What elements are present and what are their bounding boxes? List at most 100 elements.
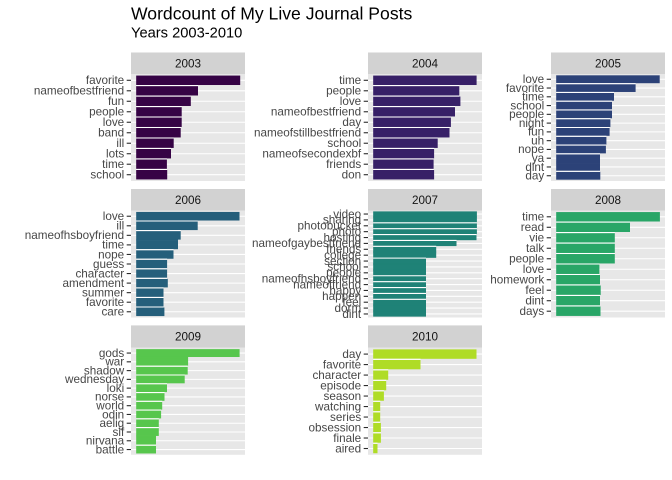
- svg-text:season: season: [323, 390, 361, 403]
- svg-text:2010: 2010: [412, 331, 439, 344]
- svg-text:character: character: [75, 267, 124, 280]
- svg-text:series: series: [330, 411, 361, 424]
- svg-text:college: college: [324, 249, 361, 262]
- svg-text:friends: friends: [326, 243, 361, 256]
- svg-text:nameofbestfriend: nameofbestfriend: [271, 106, 361, 119]
- svg-text:watching: watching: [314, 400, 361, 413]
- svg-text:ill: ill: [116, 137, 124, 150]
- svg-text:school: school: [327, 137, 361, 150]
- svg-text:feel: feel: [525, 284, 544, 297]
- svg-text:happen: happen: [322, 290, 361, 303]
- svg-text:people: people: [326, 85, 361, 98]
- svg-text:dint: dint: [525, 161, 545, 174]
- svg-text:love: love: [103, 210, 124, 223]
- svg-text:people: people: [509, 108, 544, 121]
- svg-text:don: don: [342, 169, 362, 182]
- svg-text:ya: ya: [532, 152, 545, 165]
- svg-text:ill: ill: [116, 220, 124, 233]
- svg-text:band: band: [98, 127, 124, 140]
- svg-text:section: section: [324, 255, 361, 268]
- svg-text:homework: homework: [490, 274, 544, 287]
- svg-text:favorite: favorite: [323, 358, 361, 371]
- svg-text:day: day: [525, 170, 544, 183]
- svg-text:2005: 2005: [595, 57, 622, 70]
- svg-text:time: time: [102, 158, 124, 171]
- svg-text:dint: dint: [525, 295, 545, 308]
- svg-text:time: time: [102, 239, 124, 252]
- svg-text:world: world: [95, 399, 124, 412]
- svg-text:nope: nope: [518, 143, 544, 156]
- svg-text:favorite: favorite: [86, 296, 124, 309]
- svg-text:love: love: [103, 116, 124, 129]
- svg-text:nope: nope: [98, 248, 124, 261]
- svg-text:photobucket: photobucket: [298, 220, 362, 233]
- svg-text:favorite: favorite: [506, 82, 544, 95]
- svg-text:nirvana: nirvana: [86, 435, 125, 448]
- svg-text:video: video: [333, 208, 361, 221]
- svg-text:time: time: [522, 211, 544, 224]
- svg-text:character: character: [312, 369, 361, 382]
- svg-text:happy: happy: [329, 284, 361, 297]
- svg-text:nameofbestfriend: nameofbestfriend: [34, 85, 124, 98]
- svg-text:school: school: [90, 169, 124, 182]
- svg-text:day: day: [342, 348, 361, 361]
- svg-text:finale: finale: [333, 432, 361, 445]
- svg-text:love: love: [523, 263, 544, 276]
- svg-text:night: night: [519, 117, 545, 130]
- svg-text:time: time: [339, 74, 361, 87]
- svg-text:obsession: obsession: [309, 421, 362, 434]
- svg-text:nameofstillbestfriend: nameofstillbestfriend: [254, 127, 361, 140]
- svg-text:aelig: aelig: [99, 417, 124, 430]
- svg-text:love: love: [340, 95, 361, 108]
- svg-text:favorite: favorite: [86, 74, 124, 87]
- svg-text:vie: vie: [529, 232, 544, 245]
- svg-text:nameofhsboyfriend: nameofhsboyfriend: [25, 229, 124, 242]
- svg-text:battle: battle: [96, 443, 125, 456]
- svg-text:aired: aired: [335, 442, 361, 455]
- svg-text:Wordcount of My Live Journal P: Wordcount of My Live Journal Posts: [131, 3, 413, 23]
- svg-text:wednesday: wednesday: [64, 373, 124, 386]
- svg-text:fun: fun: [528, 126, 544, 139]
- svg-text:episode: episode: [320, 379, 361, 392]
- svg-text:nameofhsboyfriend: nameofhsboyfriend: [262, 273, 361, 286]
- svg-text:hosting: hosting: [323, 231, 361, 244]
- svg-text:2008: 2008: [595, 194, 621, 207]
- svg-text:lots: lots: [106, 148, 124, 161]
- svg-text:nameofsecondexbf: nameofsecondexbf: [262, 148, 362, 161]
- svg-text:people: people: [89, 106, 124, 119]
- svg-text:2006: 2006: [175, 194, 201, 207]
- svg-text:loki: loki: [107, 382, 125, 395]
- svg-text:nameoffriend: nameoffriend: [293, 278, 361, 291]
- svg-text:2009: 2009: [175, 331, 201, 344]
- svg-text:dint: dint: [342, 308, 362, 321]
- svg-text:friends: friends: [326, 158, 361, 171]
- svg-text:gods: gods: [99, 347, 125, 360]
- svg-text:day: day: [342, 116, 361, 129]
- svg-text:war: war: [104, 356, 124, 369]
- svg-text:photo: photo: [332, 225, 362, 238]
- svg-text:summer: summer: [82, 286, 124, 299]
- svg-text:school: school: [327, 261, 361, 274]
- svg-text:people: people: [509, 253, 544, 266]
- svg-text:odin: odin: [102, 408, 124, 421]
- svg-text:Years 2003-2010: Years 2003-2010: [131, 26, 242, 42]
- svg-text:fun: fun: [108, 95, 124, 108]
- svg-text:shadow: shadow: [84, 364, 125, 377]
- svg-text:guess: guess: [93, 258, 124, 271]
- svg-text:sif: sif: [113, 426, 125, 439]
- svg-text:nameofgaybestfriend: nameofgaybestfriend: [252, 237, 361, 250]
- svg-text:read: read: [521, 221, 544, 234]
- svg-text:sharing: sharing: [323, 214, 361, 227]
- svg-text:uh: uh: [531, 134, 544, 147]
- svg-text:2003: 2003: [175, 57, 201, 70]
- svg-text:days: days: [519, 305, 544, 318]
- svg-text:school: school: [510, 99, 544, 112]
- svg-text:time: time: [522, 91, 544, 104]
- svg-text:amendment: amendment: [62, 277, 124, 290]
- svg-text:people: people: [326, 267, 361, 280]
- svg-text:2007: 2007: [412, 194, 438, 207]
- svg-text:2004: 2004: [412, 57, 439, 70]
- svg-text:talk: talk: [526, 242, 544, 255]
- svg-text:feel: feel: [342, 296, 361, 309]
- svg-text:norse: norse: [95, 391, 124, 404]
